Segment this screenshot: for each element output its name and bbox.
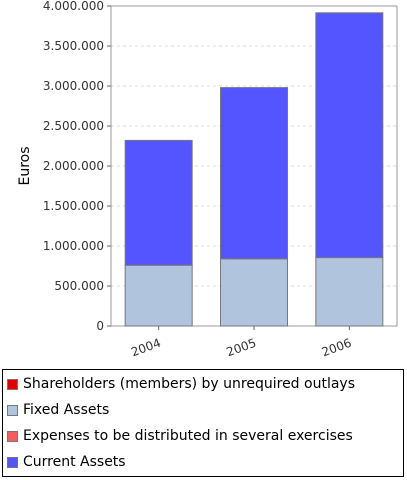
- legend: Shareholders (members) by unrequired out…: [2, 369, 404, 477]
- y-tick-label: 0: [96, 319, 104, 333]
- x-tick-label: 2004: [129, 336, 162, 360]
- stacked-bar-chart: 0 500.000 1.000.000 1.500.000 2.000.000 2.500…: [17, 0, 398, 359]
- x-axis-ticks: 2004 2005 2006: [129, 326, 353, 359]
- y-tick-label: 500.000: [54, 279, 104, 293]
- legend-label: Expenses to be distributed in several ex…: [23, 428, 353, 444]
- legend-item-fixed-assets: Fixed Assets: [7, 400, 109, 420]
- x-tick-label: 2006: [320, 336, 353, 360]
- y-axis-label: Euros: [17, 146, 33, 185]
- legend-swatch: [7, 430, 18, 442]
- legend-swatch: [7, 404, 18, 416]
- legend-item-expenses: Expenses to be distributed in several ex…: [7, 426, 353, 446]
- bar-segment: [315, 257, 384, 327]
- legend-label: Fixed Assets: [23, 402, 110, 418]
- bar-segment: [315, 12, 384, 259]
- legend-item-shareholders: Shareholders (members) by unrequired out…: [7, 374, 355, 394]
- legend-label: Current Assets: [23, 454, 126, 470]
- y-tick-label: 2.500.000: [43, 119, 104, 133]
- y-tick-label: 1.500.000: [43, 199, 104, 213]
- legend-item-current-assets: Current Assets: [7, 452, 126, 472]
- bar-segment: [124, 139, 193, 266]
- y-tick-label: 3.500.000: [43, 39, 104, 53]
- x-tick-label: 2005: [225, 336, 258, 360]
- bars: [124, 12, 384, 327]
- y-axis-ticks: 0 500.000 1.000.000 1.500.000 2.000.000 2.500…: [43, 0, 111, 333]
- bar-segment: [124, 264, 193, 327]
- y-tick-label: 2.000.000: [43, 159, 104, 173]
- legend-swatch: [7, 456, 18, 468]
- y-tick-label: 4.000.000: [43, 0, 104, 13]
- y-tick-label: 1.000.000: [43, 239, 104, 253]
- bar-segment: [220, 258, 288, 327]
- legend-label: Shareholders (members) by unrequired out…: [23, 376, 355, 392]
- legend-swatch: [7, 378, 18, 390]
- y-tick-label: 3.000.000: [43, 79, 104, 93]
- bar-segment: [220, 87, 288, 260]
